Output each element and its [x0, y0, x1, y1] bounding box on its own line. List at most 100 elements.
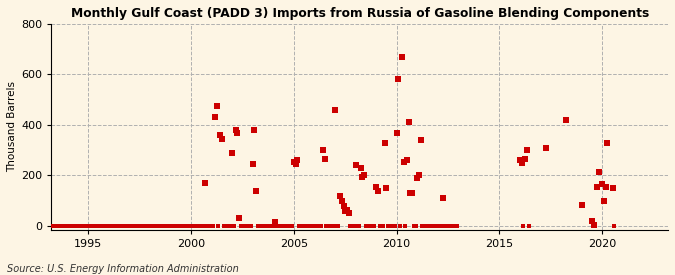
Point	[249, 128, 260, 132]
Point	[379, 141, 390, 145]
Point	[221, 224, 232, 228]
Point	[239, 224, 250, 228]
Point	[160, 224, 171, 228]
Point	[376, 224, 387, 228]
Point	[281, 224, 292, 228]
Point	[290, 162, 301, 166]
Point	[441, 224, 452, 228]
Point	[561, 118, 572, 122]
Point	[146, 224, 157, 228]
Point	[213, 224, 224, 228]
Point	[115, 224, 126, 228]
Point	[150, 224, 161, 228]
Point	[64, 224, 75, 228]
Point	[321, 224, 332, 228]
Point	[131, 224, 142, 228]
Point	[86, 224, 97, 228]
Point	[520, 157, 531, 161]
Point	[360, 224, 371, 228]
Point	[377, 224, 388, 228]
Point	[110, 224, 121, 228]
Point	[143, 224, 154, 228]
Point	[189, 224, 200, 228]
Point	[112, 224, 123, 228]
Point	[429, 224, 439, 228]
Point	[205, 224, 215, 228]
Point	[403, 120, 414, 125]
Point	[162, 224, 173, 228]
Point	[325, 224, 335, 228]
Point	[59, 224, 70, 228]
Point	[172, 224, 183, 228]
Point	[234, 216, 244, 221]
Point	[374, 224, 385, 228]
Point	[52, 224, 63, 228]
Point	[134, 224, 145, 228]
Point	[425, 224, 436, 228]
Point	[600, 185, 611, 189]
Point	[179, 224, 190, 228]
Point	[103, 224, 114, 228]
Point	[300, 224, 311, 228]
Point	[247, 162, 258, 166]
Point	[414, 173, 425, 178]
Point	[319, 157, 330, 161]
Point	[90, 224, 101, 228]
Point	[592, 185, 603, 189]
Point	[62, 224, 73, 228]
Point	[97, 224, 107, 228]
Point	[246, 224, 256, 228]
Point	[607, 186, 618, 190]
Point	[244, 224, 254, 228]
Point	[364, 224, 375, 228]
Point	[136, 224, 146, 228]
Point	[358, 173, 369, 178]
Point	[158, 224, 169, 228]
Point	[196, 224, 207, 228]
Point	[388, 224, 399, 228]
Point	[439, 224, 450, 228]
Point	[400, 224, 410, 228]
Point	[417, 224, 428, 228]
Point	[230, 128, 241, 132]
Point	[91, 224, 102, 228]
Point	[371, 185, 381, 189]
Point	[266, 224, 277, 228]
Point	[65, 224, 76, 228]
Point	[182, 224, 193, 228]
Point	[165, 224, 176, 228]
Point	[347, 224, 358, 228]
Point	[587, 219, 597, 223]
Point	[278, 224, 289, 228]
Point	[99, 224, 109, 228]
Point	[328, 224, 339, 228]
Point	[54, 224, 65, 228]
Point	[225, 224, 236, 228]
Point	[318, 148, 329, 152]
Point	[336, 199, 347, 203]
Point	[227, 150, 238, 155]
Point	[408, 224, 419, 228]
Point	[444, 224, 455, 228]
Point	[335, 194, 346, 198]
Point	[232, 130, 243, 135]
Point	[297, 224, 308, 228]
Point	[450, 224, 460, 228]
Point	[383, 224, 394, 228]
Point	[109, 224, 119, 228]
Point	[215, 133, 225, 137]
Point	[415, 138, 426, 142]
Point	[396, 54, 407, 59]
Point	[210, 115, 221, 120]
Point	[176, 224, 186, 228]
Point	[354, 224, 364, 228]
Point	[124, 224, 135, 228]
Point	[84, 224, 95, 228]
Point	[49, 224, 59, 228]
Point	[299, 224, 310, 228]
Point	[518, 224, 529, 228]
Point	[117, 224, 128, 228]
Point	[192, 224, 203, 228]
Point	[47, 224, 57, 228]
Point	[121, 224, 132, 228]
